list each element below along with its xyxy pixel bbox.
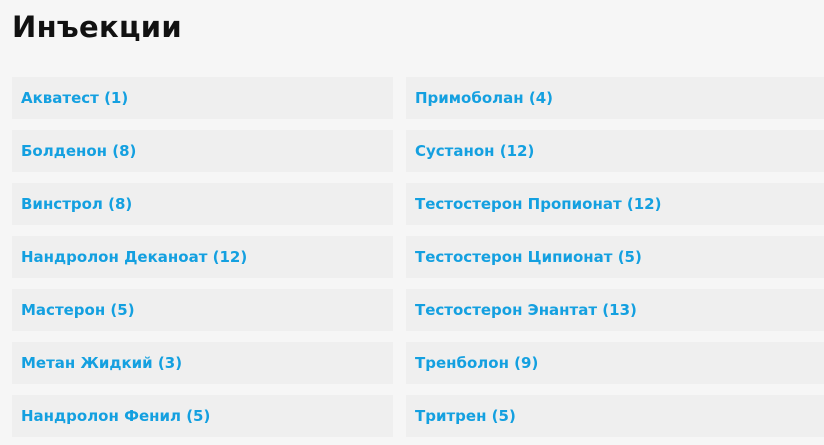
category-item[interactable]: Нандролон Фенил (5) [12,395,393,437]
category-link[interactable]: Нандролон Деканоат (12) [21,248,248,266]
category-item[interactable]: Мастерон (5) [12,289,393,331]
category-link[interactable]: Тренболон (9) [415,354,539,372]
category-item[interactable]: Винстрол (8) [12,183,393,225]
category-item[interactable]: Сустанон (12) [406,130,824,172]
category-link[interactable]: Акватест (1) [21,89,129,107]
category-link[interactable]: Сустанон (12) [415,142,535,160]
category-item[interactable]: Тестостерон Ципионат (5) [406,236,824,278]
category-link[interactable]: Мастерон (5) [21,301,135,319]
category-link[interactable]: Тестостерон Пропионат (12) [415,195,662,213]
category-list-left: Акватест (1) Болденон (8) Винстрол (8) Н… [12,77,393,437]
category-item[interactable]: Тренболон (9) [406,342,824,384]
category-link[interactable]: Примоболан (4) [415,89,553,107]
category-link[interactable]: Метан Жидкий (3) [21,354,183,372]
category-item[interactable]: Тестостерон Энантат (13) [406,289,824,331]
category-item[interactable]: Метан Жидкий (3) [12,342,393,384]
category-item[interactable]: Тритрен (5) [406,395,824,437]
category-link[interactable]: Тритрен (5) [415,407,516,425]
category-item[interactable]: Болденон (8) [12,130,393,172]
category-item[interactable]: Нандролон Деканоат (12) [12,236,393,278]
category-link[interactable]: Нандролон Фенил (5) [21,407,211,425]
category-link[interactable]: Винстрол (8) [21,195,133,213]
category-link[interactable]: Тестостерон Ципионат (5) [415,248,642,266]
category-item[interactable]: Акватест (1) [12,77,393,119]
category-link[interactable]: Тестостерон Энантат (13) [415,301,637,319]
page-title: Инъекции [12,10,182,44]
category-list-right: Примоболан (4) Сустанон (12) Тестостерон… [406,77,824,437]
category-item[interactable]: Примоболан (4) [406,77,824,119]
category-item[interactable]: Тестостерон Пропионат (12) [406,183,824,225]
category-link[interactable]: Болденон (8) [21,142,137,160]
